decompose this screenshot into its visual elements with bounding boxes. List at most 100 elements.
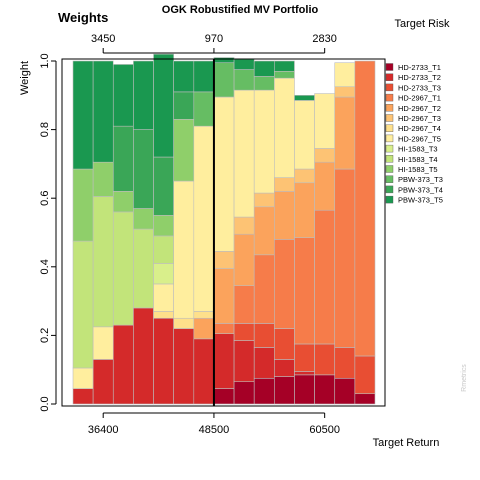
- bar-segment: [72, 388, 94, 405]
- bar-segment: [233, 381, 255, 405]
- bar-segment: [233, 89, 255, 218]
- bar-segment: [334, 96, 356, 170]
- bar-segment: [253, 76, 275, 91]
- bar-segment: [213, 323, 235, 334]
- bar-segment: [133, 129, 154, 209]
- bar-segment: [153, 263, 174, 285]
- bar-segment: [274, 60, 295, 72]
- legend-label: HD-2967_T3: [398, 114, 441, 123]
- bar-segment: [213, 96, 235, 252]
- bar-segment: [213, 388, 235, 405]
- x-tick-label: 60500: [309, 424, 340, 436]
- top-tick-label: 2830: [312, 33, 336, 45]
- legend-swatch: [385, 195, 394, 204]
- top-axis-label: Target Risk: [394, 18, 450, 30]
- bar-segment: [233, 69, 255, 91]
- bar-segment: [314, 161, 336, 211]
- bar-segment: [334, 168, 356, 348]
- y-tick-label: 0.8: [39, 122, 51, 137]
- legend-swatch: [385, 185, 394, 194]
- bar-segment: [153, 283, 174, 312]
- bar-segment: [274, 328, 295, 360]
- bar-segment: [173, 317, 195, 329]
- bar-segment: [294, 168, 315, 184]
- bar-segment: [213, 251, 235, 269]
- legend-label: HD-2733_T2: [398, 73, 441, 82]
- bar-segment: [112, 191, 134, 213]
- bar-segment: [294, 374, 315, 405]
- bar-segment: [334, 86, 356, 98]
- legend-label: PBW-373_T3: [398, 175, 443, 184]
- legend-label: HD-2733_T3: [398, 83, 441, 92]
- bar-segment: [253, 89, 275, 194]
- bar-segment: [213, 268, 235, 324]
- bar-segment: [274, 191, 295, 240]
- bar-segment: [274, 239, 295, 329]
- x-tick-label: 48500: [199, 424, 230, 436]
- bar-segment: [334, 62, 356, 88]
- bar-segment: [112, 125, 134, 192]
- bar-segment: [294, 343, 315, 372]
- legend-label: HD-2967_T4: [398, 124, 441, 133]
- plot-frame: [61, 58, 386, 407]
- bar-segment: [233, 340, 255, 383]
- bar-segment: [314, 93, 336, 149]
- bar-segment: [314, 343, 336, 376]
- top-tick-label: 3450: [91, 33, 115, 45]
- bar-segment: [233, 58, 255, 70]
- y-tick-label: 1.0: [39, 53, 51, 68]
- bar-segment: [173, 328, 195, 405]
- bar-segment: [92, 326, 114, 360]
- bar-segment: [173, 119, 195, 182]
- bar-segment: [253, 206, 275, 256]
- bar-segment: [112, 64, 134, 127]
- bar-segment: [193, 91, 215, 127]
- bar-segment: [133, 307, 154, 405]
- bar-segment: [294, 371, 315, 376]
- bar-segment: [133, 60, 154, 130]
- legend-swatch: [385, 73, 394, 81]
- bar-segment: [334, 377, 356, 405]
- legend-swatch: [385, 144, 394, 153]
- bar-segment: [153, 317, 174, 405]
- bar-segment: [133, 208, 154, 230]
- bar-segment: [72, 168, 94, 242]
- legend-swatch: [385, 63, 394, 71]
- legend-swatch: [385, 175, 394, 183]
- bar-segment: [72, 240, 94, 369]
- legend-swatch: [385, 114, 394, 122]
- bar-segment: [193, 125, 215, 312]
- bar-segment: [294, 237, 315, 345]
- bar-segment: [193, 60, 215, 93]
- bar-segment: [193, 317, 215, 340]
- bars-group: [72, 53, 376, 405]
- bar-segment: [173, 60, 195, 93]
- legend-swatch: [385, 93, 394, 102]
- bar-segment: [233, 285, 255, 324]
- bar-segment: [253, 323, 275, 348]
- bar-segment: [274, 70, 295, 79]
- legend-label: HD-2967_T5: [398, 134, 441, 143]
- bar-segment: [233, 323, 255, 341]
- y-tick-label: 0.4: [39, 259, 51, 274]
- bar-segment: [334, 347, 356, 379]
- bar-segment: [72, 60, 94, 170]
- legend-label: HD-2967_T2: [398, 104, 441, 113]
- bar-segment: [233, 216, 255, 235]
- bar-segment: [153, 235, 174, 264]
- bar-segment: [314, 209, 336, 345]
- bar-segment: [112, 324, 134, 405]
- y-axis-label: Weight: [19, 61, 31, 95]
- legend-swatch: [385, 104, 394, 112]
- bar-segment: [274, 376, 295, 405]
- top-tick-label: 970: [205, 33, 223, 45]
- legend-swatch: [385, 134, 394, 143]
- x-tick-label: 36400: [88, 424, 119, 436]
- bar-segment: [314, 148, 336, 163]
- bar-segment: [274, 359, 295, 377]
- legend-label: HI-1583_T5: [398, 165, 438, 174]
- bar-segment: [173, 91, 195, 120]
- bar-segment: [253, 347, 275, 379]
